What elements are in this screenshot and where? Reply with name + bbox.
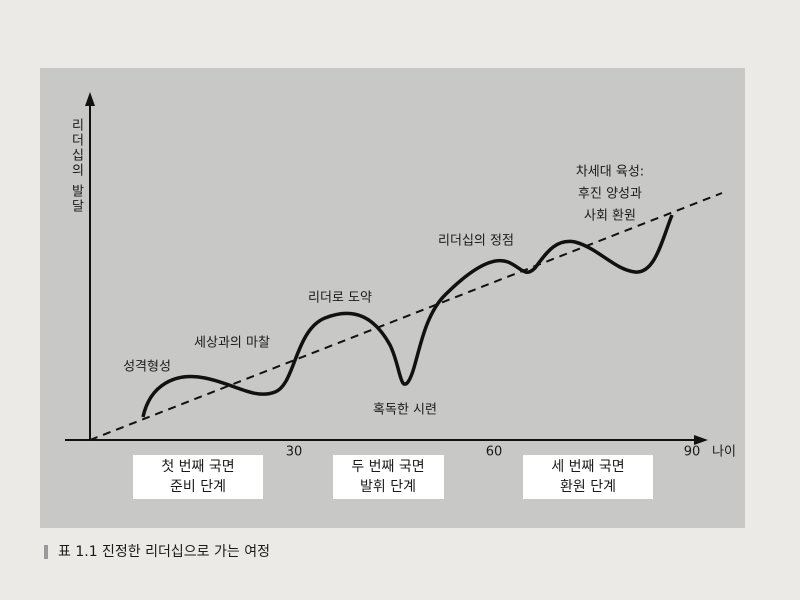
annotation: 차세대 육성:	[576, 165, 644, 180]
journey-curve	[141, 214, 674, 418]
phase-title: 세 번째 국면	[551, 459, 624, 475]
annotation: 세상과의 마찰	[194, 336, 270, 351]
phase-stage: 준비 단계	[170, 479, 226, 495]
phase-stage: 환원 단계	[560, 479, 616, 495]
annotation: 성격형성	[123, 360, 171, 375]
x-arrow	[694, 435, 708, 445]
caption-marker	[44, 545, 48, 559]
y-arrow	[85, 92, 95, 106]
y-axis-label: 리더십의 발달	[69, 118, 84, 214]
panel	[40, 68, 745, 528]
x-tick-label: 60	[486, 445, 503, 460]
x-tick-label: 30	[286, 445, 303, 460]
phase-box	[133, 455, 263, 499]
annotation: 리더십의 정점	[438, 234, 514, 249]
annotation: 후진 양성과	[578, 187, 642, 202]
x-tick-label: 90	[684, 445, 701, 460]
annotation: 리더로 도약	[308, 291, 372, 306]
x-axis-label: 나이	[712, 445, 736, 460]
trend-line	[89, 192, 723, 441]
phase-box	[333, 455, 444, 499]
phase-stage: 발휘 단계	[360, 479, 416, 495]
phase-title: 첫 번째 국면	[161, 459, 234, 475]
annotation: 사회 환원	[584, 209, 636, 224]
phase-box	[523, 455, 653, 499]
annotation: 혹독한 시련	[373, 403, 437, 418]
caption: 표 1.1 진정한 리더십으로 가는 여정	[58, 544, 270, 560]
phase-title: 두 번째 국면	[351, 459, 424, 475]
